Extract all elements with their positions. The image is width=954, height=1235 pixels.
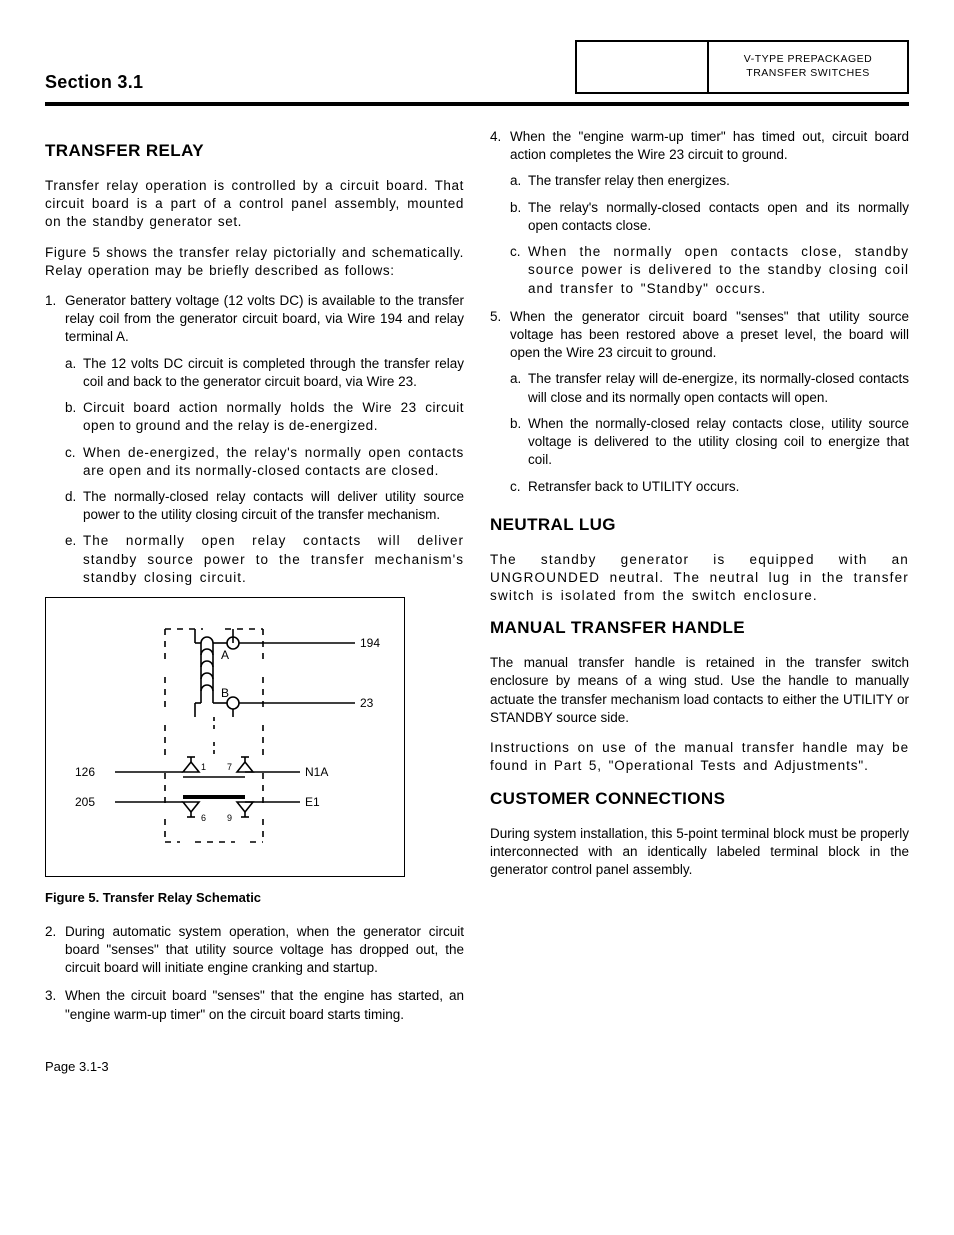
section-title-customer-conn: CUSTOMER CONNECTIONS xyxy=(490,788,909,811)
list-item: When the "engine warm-up timer" has time… xyxy=(490,128,909,298)
section-title-transfer-relay: TRANSFER RELAY xyxy=(45,140,464,163)
para-neutral: The standby generator is equipped with a… xyxy=(490,551,909,606)
numbered-list-right: When the "engine warm-up timer" has time… xyxy=(490,128,909,496)
para-handle-1: The manual transfer handle is retained i… xyxy=(490,654,909,727)
list-item: When the generator circuit board "senses… xyxy=(490,308,909,496)
list-item: The normally open relay contacts will de… xyxy=(65,532,464,587)
label-205: 205 xyxy=(75,795,95,809)
header-box-line2: TRANSFER SWITCHES xyxy=(746,67,869,79)
list-item: The normally-closed relay contacts will … xyxy=(65,488,464,524)
para-intro-2: Figure 5 shows the transfer relay pictor… xyxy=(45,244,464,280)
page-footer: Page 3.1-3 xyxy=(45,1058,909,1076)
header-box-title: V-TYPE PREPACKAGED TRANSFER SWITCHES xyxy=(707,42,907,92)
numbered-list-left-cont: During automatic system operation, when … xyxy=(45,923,464,1024)
label-pin9: 9 xyxy=(227,813,232,823)
page-header: Section 3.1 V-TYPE PREPACKAGED TRANSFER … xyxy=(45,40,909,94)
header-box-blank xyxy=(577,42,707,92)
right-column: When the "engine warm-up timer" has time… xyxy=(490,128,909,1034)
list-item: When the normally-closed relay contacts … xyxy=(510,415,909,470)
list-item: When de-energized, the relay's normally … xyxy=(65,444,464,480)
sub-list-1: The 12 volts DC circuit is completed thr… xyxy=(65,355,464,587)
list-item: When the normally open contacts close, s… xyxy=(510,243,909,298)
para-intro-1: Transfer relay operation is controlled b… xyxy=(45,177,464,232)
figure-5-schematic: 194 A B 23 126 N1A 205 E1 1 7 6 9 xyxy=(45,597,405,877)
list-item: The transfer relay will de-energize, its… xyxy=(510,370,909,406)
para-customer-conn: During system installation, this 5-point… xyxy=(490,825,909,880)
label-A: A xyxy=(221,648,229,662)
label-pin6: 6 xyxy=(201,813,206,823)
two-column-layout: TRANSFER RELAY Transfer relay operation … xyxy=(45,128,909,1034)
sub-list-5: The transfer relay will de-energize, its… xyxy=(510,370,909,495)
label-B: B xyxy=(221,686,229,700)
section-title-neutral-lug: NEUTRAL LUG xyxy=(490,514,909,537)
para-handle-2: Instructions on use of the manual transf… xyxy=(490,739,909,775)
label-e1: E1 xyxy=(305,795,320,809)
header-box: V-TYPE PREPACKAGED TRANSFER SWITCHES xyxy=(575,40,909,94)
list-item: The 12 volts DC circuit is completed thr… xyxy=(65,355,464,391)
label-pin1: 1 xyxy=(201,762,206,772)
numbered-list-left: Generator battery voltage (12 volts DC) … xyxy=(45,292,464,587)
list-item: The relay's normally-closed contacts ope… xyxy=(510,199,909,235)
label-pin7: 7 xyxy=(227,762,232,772)
label-n1a: N1A xyxy=(305,765,328,779)
item-1-text: Generator battery voltage (12 volts DC) … xyxy=(65,293,464,344)
list-item: The transfer relay then energizes. xyxy=(510,172,909,190)
header-rule xyxy=(45,102,909,106)
section-title-manual-handle: MANUAL TRANSFER HANDLE xyxy=(490,617,909,640)
header-box-line1: V-TYPE PREPACKAGED xyxy=(744,53,872,65)
sub-list-4: The transfer relay then energizes. The r… xyxy=(510,172,909,297)
list-item: During automatic system operation, when … xyxy=(45,923,464,978)
list-item: Generator battery voltage (12 volts DC) … xyxy=(45,292,464,587)
relay-schematic-svg: 194 A B 23 126 N1A 205 E1 1 7 6 9 xyxy=(55,607,395,867)
left-column: TRANSFER RELAY Transfer relay operation … xyxy=(45,128,464,1034)
list-item: Circuit board action normally holds the … xyxy=(65,399,464,435)
figure-5-caption: Figure 5. Transfer Relay Schematic xyxy=(45,889,464,907)
list-item: When the circuit board "senses" that the… xyxy=(45,987,464,1023)
label-23: 23 xyxy=(360,696,374,710)
label-194: 194 xyxy=(360,636,380,650)
label-126: 126 xyxy=(75,765,95,779)
list-item: Retransfer back to UTILITY occurs. xyxy=(510,478,909,496)
section-label: Section 3.1 xyxy=(45,70,143,94)
